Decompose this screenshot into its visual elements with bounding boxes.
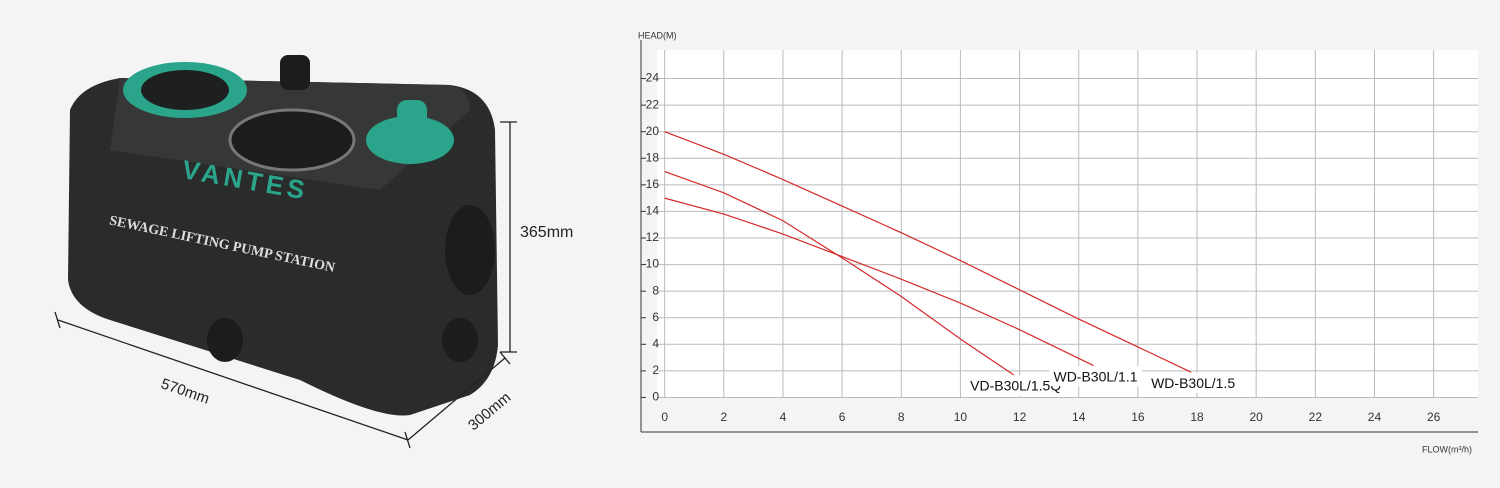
side-port bbox=[442, 318, 478, 362]
x-tick-label: 6 bbox=[839, 410, 846, 424]
curve bbox=[664, 131, 1192, 373]
y-tick-label: 6 bbox=[652, 310, 659, 324]
label-bg bbox=[966, 375, 1066, 396]
dimension: 365mm bbox=[520, 224, 573, 241]
outlet bbox=[397, 100, 427, 145]
x-tick-label: 14 bbox=[1072, 410, 1086, 424]
x-tick-label: 10 bbox=[954, 410, 968, 424]
y-tick-label: 12 bbox=[646, 230, 660, 244]
x-tick-label: 12 bbox=[1013, 410, 1027, 424]
plot-area bbox=[657, 50, 1478, 398]
legend-label: WD-B30L/1.5 bbox=[1151, 375, 1235, 391]
x-tick-label: 20 bbox=[1250, 410, 1264, 424]
y-tick-label: 14 bbox=[646, 204, 660, 218]
x-tick-label: 22 bbox=[1309, 410, 1323, 424]
curve bbox=[664, 170, 1014, 376]
y-tick-label: 18 bbox=[646, 150, 660, 164]
x-tick-label: 4 bbox=[780, 410, 787, 424]
inlet bbox=[141, 70, 229, 110]
x-tick-label: 24 bbox=[1368, 410, 1382, 424]
front-port bbox=[207, 318, 243, 362]
vent bbox=[280, 55, 310, 90]
y-tick-label: 10 bbox=[646, 257, 660, 271]
x-tick-label: 2 bbox=[720, 410, 727, 424]
y-tick-label: 22 bbox=[646, 97, 660, 111]
label-bg bbox=[1049, 366, 1142, 387]
y-tick-label: 2 bbox=[652, 363, 659, 377]
y-tick-label: 4 bbox=[652, 336, 659, 350]
x-tick-label: 16 bbox=[1131, 410, 1145, 424]
y-tick-label: 8 bbox=[652, 283, 659, 297]
legend-label: VD-B30L/1.5Q bbox=[970, 378, 1061, 394]
curve bbox=[664, 197, 1094, 367]
y-tick-label: 0 bbox=[652, 390, 659, 404]
x-tick-label: 26 bbox=[1427, 410, 1441, 424]
dimension: 570mm bbox=[159, 375, 212, 407]
x-tick-label: 8 bbox=[898, 410, 905, 424]
dimension-lines bbox=[54, 121, 517, 449]
label-bg bbox=[1147, 372, 1240, 393]
curve-label: WD-B30L/1.1 bbox=[1049, 366, 1142, 387]
cover bbox=[228, 108, 356, 172]
y-axis-label: HEAD(M) bbox=[638, 30, 677, 40]
curve-label: WD-B30L/1.5 bbox=[1147, 372, 1240, 393]
side-port bbox=[445, 205, 495, 295]
legend-label: WD-B30L/1.1 bbox=[1053, 368, 1137, 384]
y-tick-label: 16 bbox=[646, 177, 660, 191]
x-tick-label: 0 bbox=[661, 410, 668, 424]
y-tick-label: 24 bbox=[646, 71, 660, 85]
x-tick-label: 18 bbox=[1190, 410, 1204, 424]
product-illustration: VANTES SEWAGE LIFTING PUMP STATION 365mm… bbox=[54, 55, 573, 449]
curve-label: VD-B30L/1.5Q bbox=[966, 375, 1066, 396]
dimension: 300mm bbox=[465, 389, 514, 434]
x-axis-label: FLOW(m³/h) bbox=[1422, 444, 1472, 454]
y-tick-label: 20 bbox=[646, 124, 660, 138]
